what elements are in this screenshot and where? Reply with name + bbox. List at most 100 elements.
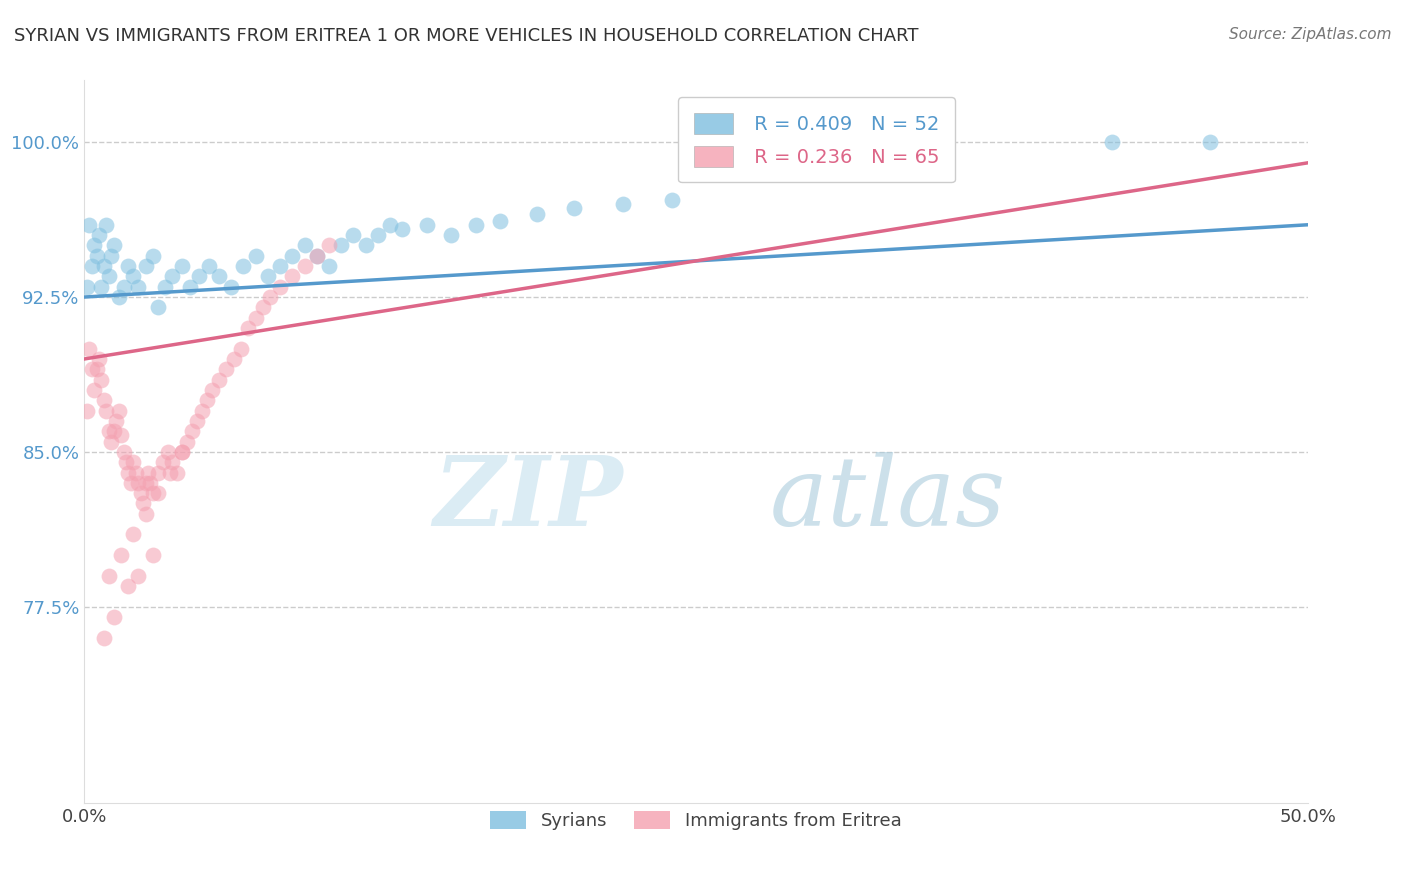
Point [191, 403, 214, 417]
Point [112, 445, 135, 459]
Point [269, 259, 291, 273]
Point [122, 455, 145, 469]
Legend: Syrians, Immigrants from Eritrea: Syrians, Immigrants from Eritrea [475, 797, 917, 845]
Point [90, 279, 112, 293]
Point [257, 269, 280, 284]
Point [146, 301, 169, 315]
Point [269, 279, 291, 293]
Point [100, 434, 122, 449]
Point [1198, 135, 1220, 149]
Point [195, 393, 218, 408]
Point [222, 351, 245, 366]
Point [330, 238, 353, 252]
Point [122, 269, 145, 284]
Point [661, 193, 683, 207]
Point [136, 466, 159, 480]
Point [166, 466, 188, 480]
Point [1101, 135, 1123, 149]
Point [77, 218, 100, 232]
Point [200, 383, 222, 397]
Point [294, 259, 316, 273]
Point [152, 455, 174, 469]
Point [97, 424, 120, 438]
Point [215, 362, 238, 376]
Text: atlas: atlas [769, 452, 1005, 546]
Point [129, 486, 152, 500]
Point [354, 238, 377, 252]
Text: ZIP: ZIP [433, 452, 623, 546]
Point [464, 218, 486, 232]
Point [188, 269, 211, 284]
Point [142, 486, 165, 500]
Point [162, 455, 184, 469]
Point [97, 568, 120, 582]
Point [93, 631, 115, 645]
Point [117, 259, 139, 273]
Point [179, 279, 201, 293]
Point [186, 414, 208, 428]
Point [208, 373, 231, 387]
Point [245, 249, 267, 263]
Point [219, 279, 242, 293]
Point [105, 414, 128, 428]
Point [172, 259, 194, 273]
Point [181, 424, 204, 438]
Point [318, 238, 340, 252]
Point [380, 218, 402, 232]
Point [100, 249, 122, 263]
Point [86, 249, 108, 263]
Point [112, 279, 135, 293]
Text: Source: ZipAtlas.com: Source: ZipAtlas.com [1229, 27, 1392, 42]
Point [86, 362, 108, 376]
Point [107, 290, 129, 304]
Point [103, 610, 125, 624]
Point [80, 259, 103, 273]
Point [416, 218, 439, 232]
Point [103, 238, 125, 252]
Point [76, 279, 98, 293]
Point [526, 207, 548, 221]
Point [562, 201, 585, 215]
Point [127, 475, 149, 490]
Point [96, 218, 118, 232]
Point [110, 428, 132, 442]
Point [127, 568, 149, 582]
Point [305, 249, 328, 263]
Point [146, 466, 169, 480]
Point [115, 455, 138, 469]
Point [103, 424, 125, 438]
Point [117, 579, 139, 593]
Point [146, 486, 169, 500]
Point [198, 259, 221, 273]
Point [110, 548, 132, 562]
Point [87, 351, 110, 366]
Point [107, 403, 129, 417]
Point [342, 228, 364, 243]
Point [294, 238, 316, 252]
Point [135, 475, 157, 490]
Point [76, 403, 98, 417]
Point [135, 259, 157, 273]
Point [139, 475, 162, 490]
Text: SYRIAN VS IMMIGRANTS FROM ERITREA 1 OR MORE VEHICLES IN HOUSEHOLD CORRELATION CH: SYRIAN VS IMMIGRANTS FROM ERITREA 1 OR M… [14, 27, 918, 45]
Point [489, 213, 512, 227]
Point [391, 222, 413, 236]
Point [83, 383, 105, 397]
Point [96, 403, 118, 417]
Point [172, 445, 194, 459]
Point [90, 373, 112, 387]
Point [142, 548, 165, 562]
Point [93, 259, 115, 273]
Point [135, 507, 157, 521]
Point [127, 279, 149, 293]
Point [125, 466, 148, 480]
Point [367, 228, 389, 243]
Point [245, 310, 267, 325]
Point [77, 342, 100, 356]
Point [159, 466, 181, 480]
Point [440, 228, 463, 243]
Point [93, 393, 115, 408]
Point [142, 249, 165, 263]
Point [117, 466, 139, 480]
Point [232, 259, 254, 273]
